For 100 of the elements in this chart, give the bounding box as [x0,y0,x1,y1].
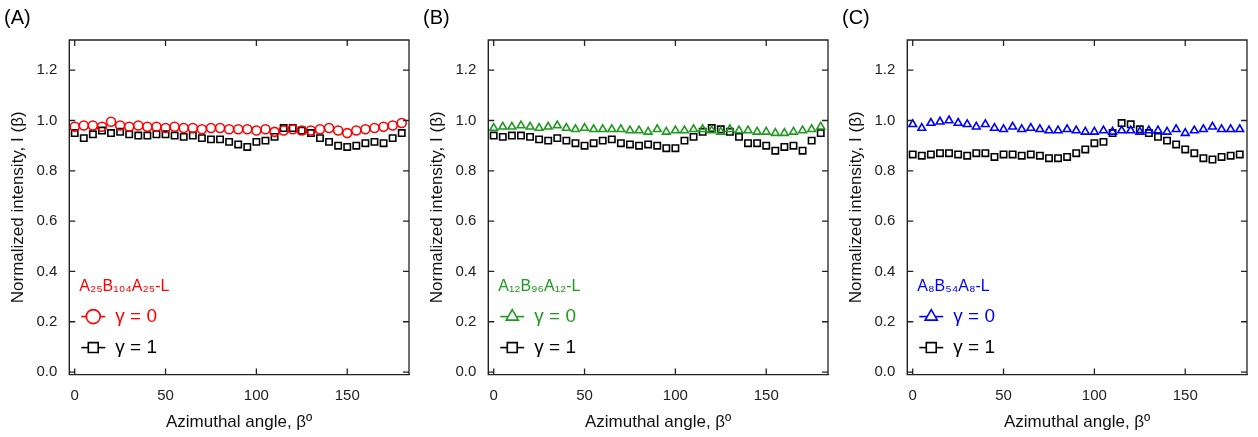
point [360,124,371,135]
x-axis-title: Azimuthal angle, βº [1003,412,1151,432]
point [361,139,370,148]
x-tick-label: 100 [1081,385,1107,403]
y-tick-label: 0.8 [36,160,58,178]
point [343,142,352,151]
point [169,121,180,133]
legend-label: γ = 1 [534,335,576,357]
point [114,120,126,131]
point [205,122,217,134]
point [225,137,234,146]
point [123,121,135,133]
y-tick-label: 1.0 [874,110,896,128]
y-tick-label: 0.6 [36,211,58,229]
y-axis-title: Normalized intensity, I (β) [426,111,446,304]
point [143,131,152,140]
y-tick-label: 1.2 [36,60,58,78]
point [252,137,261,146]
y-tick-label: 0.0 [36,362,58,380]
y-tick-label: 0.4 [455,261,477,279]
point [96,121,108,133]
point [243,142,252,151]
point [369,122,380,134]
y-tick-label: 0.6 [874,211,896,229]
point [78,120,90,131]
x-tick-label: 0 [489,385,498,403]
point [261,136,270,145]
legend-label: γ = 1 [115,335,157,357]
y-tick-label: 0.6 [455,211,477,229]
point [88,130,97,139]
x-axis-title: Azimuthal angle, βº [584,412,732,432]
point [179,132,188,141]
y-tick-label: 0.4 [874,261,896,279]
x-tick-label: 100 [243,385,269,403]
point [105,116,117,128]
y-tick-label: 0.2 [36,311,58,329]
y-tick-label: 0.4 [36,261,58,279]
point [314,124,326,135]
chart-title: (B) [423,5,450,28]
point [323,122,335,134]
point [197,134,206,143]
y-axis-title: Normalized intensity, I (β) [845,111,865,304]
y-tick-label: 1.0 [455,110,477,128]
point [116,127,125,136]
point [223,124,235,135]
point [332,125,344,136]
point [306,129,315,138]
point [396,117,408,129]
x-tick-label: 0 [70,385,79,403]
point [397,129,406,138]
x-axis-title: Azimuthal angle, βº [165,412,313,432]
point [325,137,334,146]
y-tick-label: 0.0 [455,362,477,380]
legend-label: γ = 0 [534,304,576,326]
point [178,122,190,134]
y-tick-label: 1.0 [36,110,58,128]
y-tick-label: 0.8 [455,160,477,178]
point [87,120,99,131]
point [351,125,362,136]
point [69,121,80,133]
point [187,122,199,134]
point [379,139,388,148]
x-tick-label: 50 [157,385,174,403]
point [70,129,79,138]
y-tick-label: 0.8 [874,160,896,178]
y-tick-label: 0.0 [874,362,896,380]
point [387,120,398,131]
x-tick-label: 150 [1172,385,1198,403]
legend-title: A₈B₅₄A₈-L [917,277,990,295]
point [170,131,179,140]
y-tick-label: 1.2 [874,60,896,78]
legend-title: A₁₂B₉₆A₁₂-L [498,277,581,295]
point [160,122,171,134]
point [378,121,389,133]
point [315,134,324,143]
legend-label: γ = 1 [953,335,995,357]
y-tick-label: 1.2 [455,60,477,78]
x-tick-label: 50 [995,385,1012,403]
point [251,125,262,136]
point [142,121,153,133]
point [352,141,361,150]
point [188,131,197,140]
legend-label: γ = 0 [953,304,995,326]
y-axis-title: Normalized intensity, I (β) [7,111,27,304]
point [232,124,244,135]
x-tick-label: 100 [662,385,688,403]
point [151,121,162,133]
point [134,131,143,140]
point [125,130,134,139]
point [242,124,253,135]
x-tick-label: 150 [334,385,360,403]
chart-title: (C) [842,5,870,28]
point [216,135,225,144]
point [79,134,88,143]
y-tick-label: 0.2 [455,311,477,329]
point [161,130,170,139]
point [334,141,343,150]
point [107,129,116,138]
point [341,127,353,139]
x-tick-label: 50 [576,385,593,403]
